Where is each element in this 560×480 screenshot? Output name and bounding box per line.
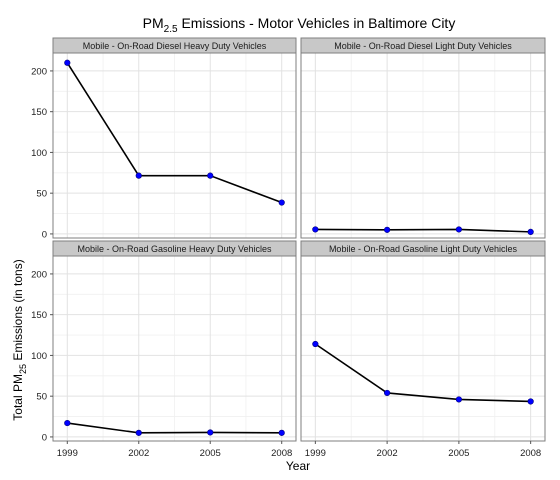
y-tick-label: 0 (42, 229, 47, 240)
data-point (384, 226, 391, 233)
panel-2: Mobile - On-Road Diesel Light Duty Vehic… (300, 37, 546, 239)
x-tick-label: 2005 (448, 448, 469, 459)
y-tick-label: 100 (31, 148, 47, 159)
facet-strip-label: Mobile - On-Road Gasoline Heavy Duty Veh… (77, 244, 272, 254)
y-tick-label: 150 (31, 310, 47, 321)
data-point (135, 172, 142, 179)
series-line (315, 228, 531, 233)
svg-text:Total PM25 Emissions (in tons): Total PM25 Emissions (in tons) (11, 259, 28, 420)
panel-4: Mobile - On-Road Gasoline Light Duty Veh… (300, 240, 546, 459)
data-point (207, 429, 214, 436)
y-tick-label: 200 (31, 269, 47, 280)
data-point (207, 172, 214, 179)
panel-border (300, 255, 546, 442)
data-point (527, 398, 534, 405)
y-axis-title-subscript: 25 (18, 364, 28, 374)
y-tick-label: 50 (36, 392, 47, 403)
data-point (64, 419, 71, 427)
data-point (527, 228, 534, 235)
x-tick-label: 1999 (305, 448, 326, 459)
series-line (66, 62, 282, 204)
data-point (278, 199, 285, 206)
x-axis-title: Year (286, 459, 310, 473)
panel-border (300, 52, 546, 239)
data-point (312, 226, 319, 233)
data-point (455, 226, 462, 233)
facet-strip-label: Mobile - On-Road Diesel Heavy Duty Vehic… (83, 41, 267, 51)
y-tick-label: 50 (36, 189, 47, 200)
data-point (64, 59, 71, 66)
data-point (455, 396, 462, 403)
data-point (312, 340, 319, 348)
data-point (135, 429, 142, 436)
panel-border (52, 52, 297, 239)
y-tick-label: 100 (31, 351, 47, 362)
panel-1: Mobile - On-Road Diesel Heavy Duty Vehic… (31, 37, 297, 240)
x-tick-label: 2008 (271, 448, 292, 459)
series-line (314, 343, 531, 403)
x-tick-label: 2002 (128, 448, 149, 459)
x-tick-label: 1999 (57, 448, 78, 459)
x-tick-label: 2005 (200, 448, 221, 459)
chart-title-subscript: 2.5 (164, 24, 178, 35)
facet-strip-label: Mobile - On-Road Gasoline Light Duty Veh… (329, 244, 518, 254)
y-tick-label: 150 (31, 107, 47, 118)
x-tick-label: 2002 (377, 448, 398, 459)
data-point (278, 429, 285, 436)
series-line (67, 422, 282, 434)
panel-border (52, 255, 297, 442)
panels: Mobile - On-Road Diesel Heavy Duty Vehic… (31, 37, 546, 459)
panel-3: Mobile - On-Road Gasoline Heavy Duty Veh… (31, 240, 297, 459)
x-tick-label: 2008 (520, 448, 541, 459)
facet-strip-label: Mobile - On-Road Diesel Light Duty Vehic… (334, 41, 512, 51)
chart-title: PM2.5 Emissions - Motor Vehicles in Balt… (143, 15, 456, 35)
data-point (384, 389, 391, 397)
y-tick-label: 0 (42, 432, 47, 443)
y-axis-title: Total PM25 Emissions (in tons) (11, 259, 28, 420)
y-tick-label: 200 (31, 66, 47, 77)
